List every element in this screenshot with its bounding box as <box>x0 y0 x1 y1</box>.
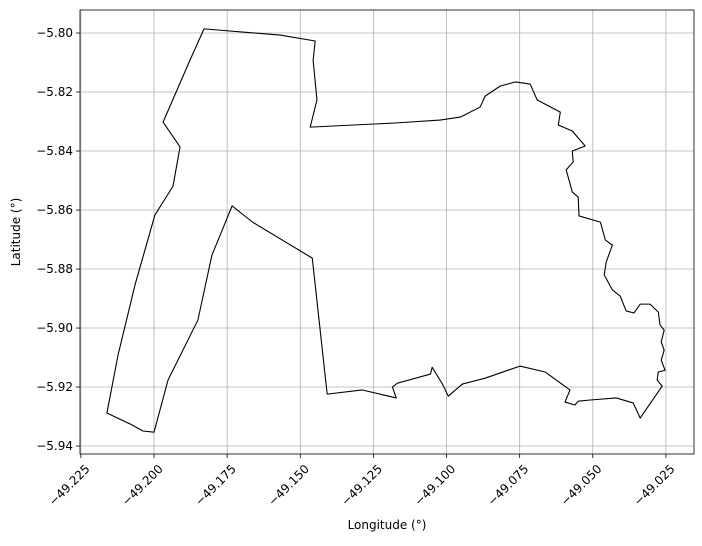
x-tick-label: −49.100 <box>412 462 459 509</box>
x-tick-label: −49.025 <box>631 462 678 509</box>
y-tick-label: −5.92 <box>36 380 73 394</box>
plot-frame <box>79 9 695 455</box>
x-tick-label: −49.075 <box>485 462 532 509</box>
y-axis-label: Latitude (°) <box>9 198 23 267</box>
x-axis-label: Longitude (°) <box>348 518 427 532</box>
x-tick-label: −49.225 <box>46 462 93 509</box>
x-tick-label: −49.125 <box>338 462 385 509</box>
boundary <box>106 28 666 433</box>
x-tick-label: −49.150 <box>265 462 312 509</box>
x-tick-label: −49.200 <box>119 462 166 509</box>
y-tick-label: −5.82 <box>36 85 73 99</box>
y-tick-label: −5.86 <box>36 203 73 217</box>
y-tick-label: −5.80 <box>36 26 73 40</box>
y-tick-label: −5.88 <box>36 262 73 276</box>
x-tick-label: −49.175 <box>192 462 239 509</box>
y-tick-label: −5.84 <box>36 144 73 158</box>
x-tick-label: −49.050 <box>558 462 605 509</box>
y-tick-label: −5.90 <box>36 321 73 335</box>
y-tick-label: −5.94 <box>36 439 73 453</box>
